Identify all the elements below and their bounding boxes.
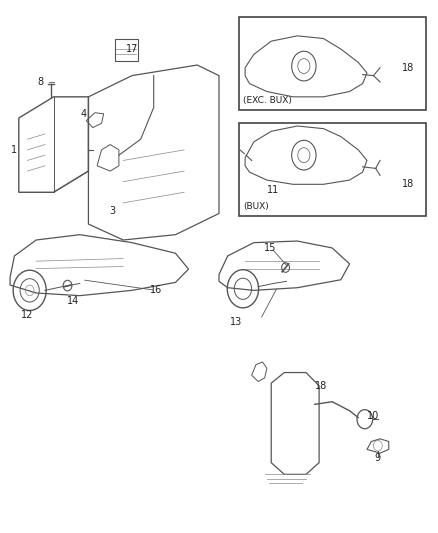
Bar bbox=[239, 123, 426, 216]
Text: 12: 12 bbox=[21, 310, 34, 320]
Text: 10: 10 bbox=[367, 411, 380, 421]
Text: (EXC. BUX): (EXC. BUX) bbox=[243, 96, 292, 105]
Text: 16: 16 bbox=[150, 285, 162, 295]
Text: 18: 18 bbox=[315, 381, 327, 391]
Text: 14: 14 bbox=[67, 296, 79, 306]
Text: 13: 13 bbox=[230, 317, 243, 327]
Text: 8: 8 bbox=[38, 77, 44, 87]
Text: 15: 15 bbox=[264, 243, 276, 253]
Text: 1: 1 bbox=[11, 145, 18, 155]
Text: 17: 17 bbox=[126, 44, 138, 54]
Text: 9: 9 bbox=[375, 454, 381, 463]
Text: 11: 11 bbox=[267, 184, 279, 195]
Text: 3: 3 bbox=[110, 206, 116, 216]
Text: 18: 18 bbox=[402, 179, 414, 189]
Bar bbox=[115, 38, 138, 61]
Text: 4: 4 bbox=[81, 109, 87, 119]
Bar bbox=[239, 17, 426, 110]
Text: (BUX): (BUX) bbox=[243, 202, 268, 211]
Text: 18: 18 bbox=[402, 63, 414, 72]
